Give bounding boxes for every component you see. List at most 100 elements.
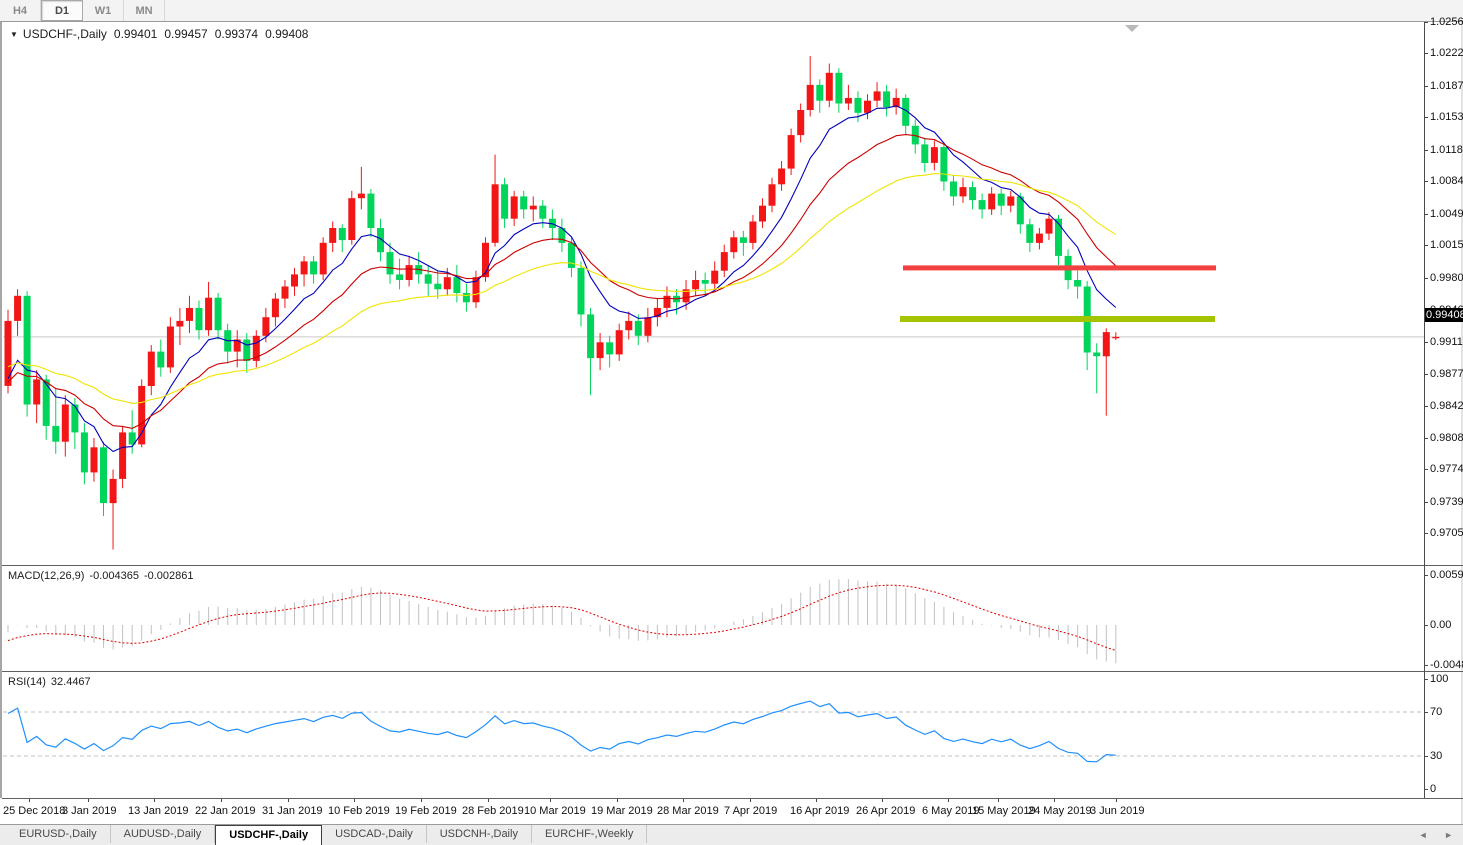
date-axis-label: 3 Jan 2019 bbox=[62, 805, 117, 817]
price-axis-tick bbox=[1424, 406, 1428, 408]
date-axis-tick bbox=[488, 798, 489, 802]
date-axis-tick bbox=[816, 798, 817, 802]
chart-tab-usdcnh-daily[interactable]: USDCNH-,Daily bbox=[427, 825, 532, 843]
date-axis-tick bbox=[750, 798, 751, 802]
date-axis-tick bbox=[88, 798, 89, 802]
date-axis-label: 26 Apr 2019 bbox=[856, 805, 916, 817]
main-chart-plot[interactable] bbox=[3, 22, 1424, 565]
chart-tab-eurusd-daily[interactable]: EURUSD-,Daily bbox=[6, 825, 111, 843]
timeframe-button-d1[interactable]: D1 bbox=[41, 0, 83, 21]
price-axis-tick bbox=[1424, 85, 1428, 87]
price-axis-tick bbox=[1424, 469, 1428, 471]
date-axis[interactable]: 25 Dec 2018 3 Jan 2019 13 Jan 2019 22 Jan 2… bbox=[0, 798, 1424, 824]
ma-slow-line bbox=[7, 173, 1117, 404]
price-axis-tick bbox=[1424, 501, 1428, 503]
rsi-axis-tick bbox=[1424, 755, 1428, 757]
rsi-axis: 100 70 30 0 bbox=[1424, 672, 1463, 798]
current-price-box: 0.99408 bbox=[1424, 307, 1463, 322]
price-axis-label: 0.97050 bbox=[1430, 527, 1463, 540]
chart-collapse-icon[interactable]: ▼ bbox=[10, 30, 18, 39]
date-axis-tick bbox=[1054, 798, 1055, 802]
price-axis-label: 1.01180 bbox=[1430, 143, 1463, 156]
ohlc-low: 0.99374 bbox=[214, 27, 259, 41]
rsi-axis-label: 0 bbox=[1430, 782, 1437, 795]
chart-title: ▼ USDCHF-,Daily 0.99401 0.99457 0.99374 0.994… bbox=[10, 27, 308, 41]
date-axis-label: 6 May 2019 bbox=[922, 805, 980, 817]
date-axis-label: 3 Jun 2019 bbox=[1090, 805, 1145, 817]
panel-splitter[interactable] bbox=[2, 671, 1463, 672]
price-axis-tick bbox=[1424, 21, 1428, 23]
date-axis-label: 7 Apr 2019 bbox=[724, 805, 778, 817]
price-axis-tick bbox=[1424, 213, 1428, 215]
macd-label: MACD(12,26,9) -0.004365 -0.002861 bbox=[8, 570, 194, 582]
ohlc-high: 0.99457 bbox=[164, 27, 208, 41]
timeframe-button-h4[interactable]: H4 bbox=[0, 0, 41, 21]
window-left-border bbox=[0, 22, 2, 845]
tab-scroll-right-icon[interactable]: ► bbox=[1444, 830, 1453, 840]
chart-tab-usdchf-daily[interactable]: USDCHF-,Daily bbox=[215, 825, 323, 845]
chart-tab-usdcad-daily[interactable]: USDCAD-,Daily bbox=[322, 825, 427, 843]
rsi-axis-label: 100 bbox=[1430, 672, 1449, 685]
rsi-label: RSI(14) 32.4467 bbox=[8, 676, 91, 688]
date-axis-tick bbox=[421, 798, 422, 802]
date-axis-tick bbox=[948, 798, 949, 802]
chart-tab-audusd-daily[interactable]: AUDUSD-,Daily bbox=[111, 825, 216, 843]
support-line[interactable] bbox=[900, 316, 1215, 322]
rsi-axis-tick bbox=[1424, 678, 1428, 680]
rsi-name: RSI(14) bbox=[8, 676, 46, 688]
macd-axis-label: -0.004858 bbox=[1430, 658, 1463, 671]
timeframe-button-mn[interactable]: MN bbox=[124, 0, 165, 21]
date-axis-tick bbox=[550, 798, 551, 802]
date-axis-tick bbox=[154, 798, 155, 802]
date-axis-label: 10 Mar 2019 bbox=[524, 805, 586, 817]
date-axis-label: 28 Mar 2019 bbox=[657, 805, 719, 817]
date-axis-label: 16 Apr 2019 bbox=[790, 805, 850, 817]
ohlc-close: 0.99408 bbox=[265, 27, 309, 41]
timeframe-toolbar: H4 D1 W1 MN bbox=[0, 0, 1463, 22]
window-right-border bbox=[1461, 22, 1463, 824]
date-axis-label: 19 Feb 2019 bbox=[395, 805, 457, 817]
price-axis-tick bbox=[1424, 149, 1428, 151]
price-axis[interactable]: 0.99408 1.02560 1.02220 1.01870 1.01530 1.01… bbox=[1424, 16, 1463, 565]
price-axis-tick bbox=[1424, 277, 1428, 279]
tab-scroll-left-icon[interactable]: ◄ bbox=[1418, 830, 1428, 840]
macd-signal-line bbox=[7, 584, 1116, 651]
date-axis-tick bbox=[998, 798, 999, 802]
date-axis-tick bbox=[683, 798, 684, 802]
date-axis-tick bbox=[221, 798, 222, 802]
timeframe-button-w1[interactable]: W1 bbox=[83, 0, 124, 21]
price-axis-label: 1.00490 bbox=[1430, 207, 1463, 220]
panel-splitter[interactable] bbox=[2, 565, 1463, 566]
panel-splitter bbox=[2, 798, 1463, 799]
resistance-line[interactable] bbox=[903, 265, 1216, 271]
price-axis-label: 1.02560 bbox=[1430, 15, 1463, 28]
price-axis-tick bbox=[1424, 373, 1428, 375]
price-axis-tick bbox=[1424, 342, 1428, 344]
macd-plot[interactable] bbox=[3, 566, 1424, 671]
chart-tab-bar: EURUSD-,Daily AUDUSD-,Daily USDCHF-,Daily U… bbox=[0, 824, 1463, 845]
date-axis-label: 22 Jan 2019 bbox=[195, 805, 256, 817]
chart-tabs: EURUSD-,Daily AUDUSD-,Daily USDCHF-,Daily U… bbox=[6, 825, 648, 845]
price-axis-label: 1.01870 bbox=[1430, 79, 1463, 92]
date-axis-tick bbox=[288, 798, 289, 802]
macd-axis-tick bbox=[1424, 624, 1428, 626]
macd-name: MACD(12,26,9) bbox=[8, 570, 85, 582]
rsi-axis-label: 30 bbox=[1430, 749, 1443, 762]
macd-axis-tick bbox=[1424, 664, 1428, 666]
date-axis-label: 19 Mar 2019 bbox=[591, 805, 653, 817]
rsi-axis-tick bbox=[1424, 788, 1428, 790]
date-axis-tick bbox=[1116, 798, 1117, 802]
scroll-to-end-marker-icon[interactable] bbox=[1125, 25, 1139, 32]
chart-tab-eurchf-weekly[interactable]: EURCHF-,Weekly bbox=[532, 825, 648, 843]
price-axis-tick bbox=[1424, 181, 1428, 183]
rsi-value: 32.4467 bbox=[50, 676, 91, 688]
date-axis-label: 25 Dec 2018 bbox=[3, 805, 66, 817]
rsi-plot[interactable] bbox=[3, 672, 1424, 798]
rsi-axis-label: 70 bbox=[1430, 705, 1443, 718]
date-axis-tick bbox=[617, 798, 618, 802]
